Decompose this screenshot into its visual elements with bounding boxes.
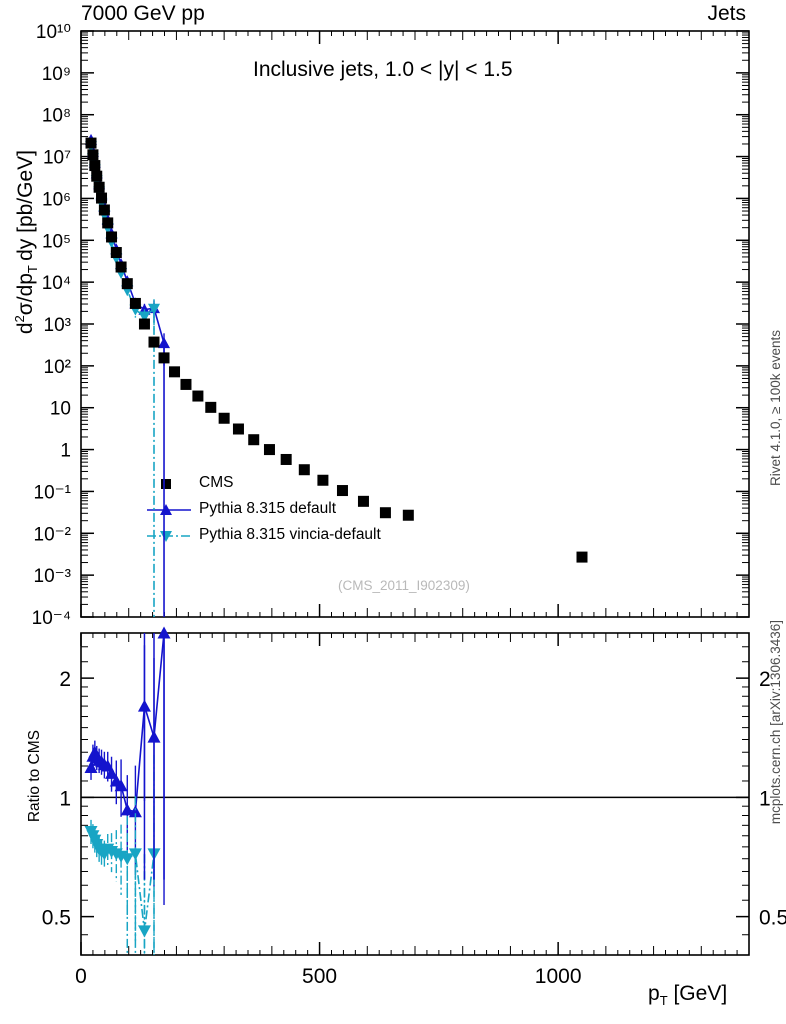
y-tick-label: 10⁷ bbox=[43, 148, 71, 169]
legend-label-vincia: Pythia 8.315 vincia-default bbox=[199, 526, 381, 543]
data-marker-square bbox=[96, 192, 108, 204]
data-marker-square bbox=[192, 390, 204, 402]
data-marker-square bbox=[218, 412, 230, 424]
analysis-id-watermark: (CMS_2011_I902309) bbox=[338, 578, 470, 593]
data-marker-square bbox=[263, 444, 275, 456]
beam-label: 7000 GeV pp bbox=[81, 2, 205, 25]
y-tick-label: 10³ bbox=[44, 315, 71, 336]
ratio-y-tick-label: 2 bbox=[59, 668, 71, 691]
y-tick-label: 10² bbox=[44, 357, 71, 378]
y-tick-label: 10⁻³ bbox=[34, 566, 72, 587]
data-marker-square bbox=[87, 149, 99, 161]
y-tick-label: 10⁴ bbox=[42, 273, 71, 294]
data-marker-square bbox=[205, 401, 217, 413]
data-marker-square bbox=[110, 247, 122, 259]
data-marker-square bbox=[148, 336, 160, 348]
data-marker-square bbox=[115, 261, 127, 273]
legend-marker-square bbox=[161, 479, 171, 489]
y-tick-label: 10⁸ bbox=[42, 106, 71, 127]
y-tick-label: 10⁹ bbox=[42, 64, 71, 85]
data-marker-triangle-down bbox=[138, 311, 151, 323]
data-marker-square bbox=[91, 170, 103, 182]
data-marker-triangle-up bbox=[84, 760, 98, 773]
data-marker-square bbox=[336, 485, 348, 497]
x-axis-title: pT [GeV] bbox=[648, 982, 728, 1009]
ratio-panel-frame bbox=[80, 632, 750, 956]
y-tick-label: 10⁵ bbox=[42, 231, 71, 252]
data-marker-square bbox=[89, 160, 101, 172]
ratio-y-tick-label: 0.5 bbox=[42, 907, 71, 930]
main-panel-frame bbox=[80, 30, 750, 618]
data-marker-triangle-up bbox=[157, 626, 171, 639]
y-tick-label: 10⁻¹ bbox=[34, 482, 72, 503]
data-marker-triangle-up bbox=[114, 779, 128, 792]
data-marker-triangle-up bbox=[158, 337, 171, 349]
x-tick-label: 1000 bbox=[535, 965, 582, 988]
data-marker-square bbox=[379, 507, 391, 519]
data-marker-square bbox=[180, 378, 192, 390]
data-marker-square bbox=[248, 434, 260, 446]
data-marker-square bbox=[106, 231, 118, 243]
x-tick-label: 500 bbox=[302, 965, 337, 988]
legend-marker-triangle-up bbox=[147, 504, 191, 515]
ratio-y-tick-label-right: 2 bbox=[759, 668, 771, 691]
data-marker-square bbox=[93, 181, 105, 193]
ratio-y-tick-label: 1 bbox=[59, 787, 71, 810]
data-marker-square bbox=[280, 453, 292, 465]
data-marker-square bbox=[357, 495, 369, 507]
data-marker-square bbox=[298, 464, 310, 476]
legend: CMS Pythia 8.315 default Pythia 8.315 vi… bbox=[147, 470, 447, 548]
data-marker-triangle-down bbox=[137, 925, 151, 938]
data-marker-triangle-up bbox=[128, 805, 142, 818]
ratio-y-tick-label-right: 1 bbox=[759, 787, 771, 810]
y-tick-label: 10¹⁰ bbox=[36, 22, 71, 43]
legend-label-cms: CMS bbox=[199, 474, 234, 491]
y-tick-label: 10 bbox=[50, 399, 71, 420]
data-marker-square bbox=[158, 352, 170, 364]
data-marker-square bbox=[98, 204, 110, 216]
category-label: Jets bbox=[707, 2, 746, 25]
data-marker-square bbox=[317, 474, 329, 486]
data-marker-square bbox=[121, 278, 133, 290]
data-marker-square bbox=[402, 509, 414, 521]
data-marker-square bbox=[169, 366, 181, 378]
y-tick-label: 10⁻⁴ bbox=[32, 608, 71, 629]
legend-label-default: Pythia 8.315 default bbox=[199, 500, 337, 517]
y-tick-label: 10⁶ bbox=[42, 189, 71, 210]
data-marker-square bbox=[576, 551, 588, 563]
y-tick-label: 10⁻² bbox=[34, 524, 72, 545]
plot-title: Inclusive jets, 1.0 < |y| < 1.5 bbox=[253, 58, 513, 81]
legend-item-cms[interactable]: CMS bbox=[147, 470, 447, 496]
data-marker-square bbox=[129, 297, 141, 309]
ratio-y-tick-label-right: 0.5 bbox=[759, 907, 786, 930]
legend-item-default[interactable]: Pythia 8.315 default bbox=[147, 496, 447, 522]
data-marker-square bbox=[232, 423, 244, 435]
data-marker-square bbox=[85, 137, 97, 149]
data-marker-triangle-up bbox=[105, 766, 119, 779]
data-marker-triangle-up bbox=[120, 803, 134, 816]
y-tick-label: 1 bbox=[60, 441, 71, 462]
data-marker-square bbox=[102, 217, 114, 229]
data-marker-square bbox=[138, 318, 150, 330]
x-tick-label: 0 bbox=[75, 965, 87, 988]
